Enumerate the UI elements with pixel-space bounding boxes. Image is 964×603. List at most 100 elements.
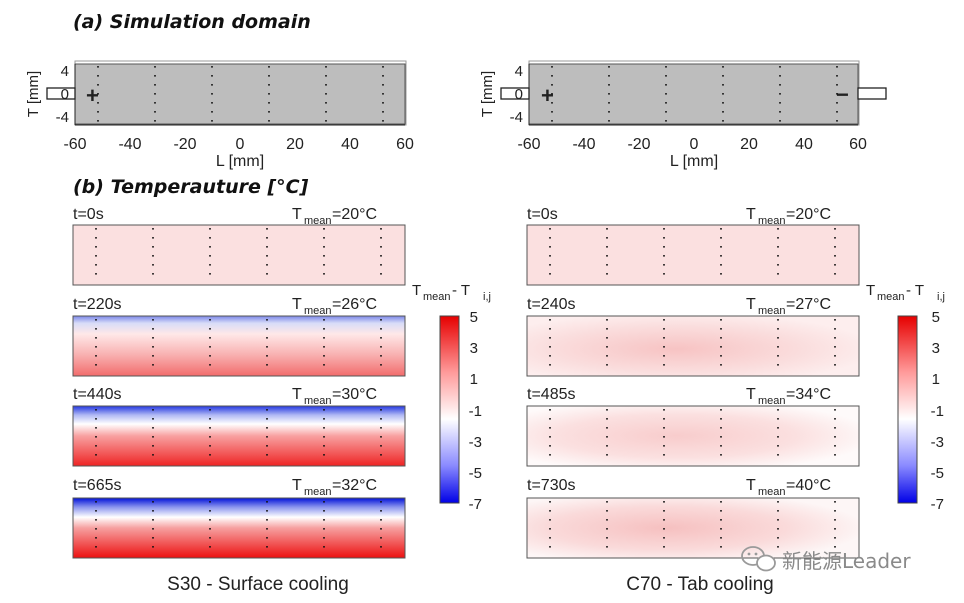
panel-time-label: t=0s xyxy=(73,206,104,223)
svg-text:-60: -60 xyxy=(63,136,86,153)
colorbar-ticks: 5 3 1 -1 -3 -5 -7 xyxy=(469,309,482,513)
left-panel-3: t=665s T mean =32°C xyxy=(72,477,406,559)
tmean-sub: mean xyxy=(304,486,332,498)
colorbar-title-T: T xyxy=(866,282,875,299)
svg-text:-7: -7 xyxy=(931,496,944,513)
left-panel-0: t=0s T mean =20°C xyxy=(72,206,406,286)
left-x-ticks: -60 -40 -20 0 20 40 60 xyxy=(63,136,414,153)
panel-tmean-value: =30°C xyxy=(332,386,377,403)
panel-time-label: t=730s xyxy=(527,477,575,494)
colorbar-title-T: T xyxy=(412,282,421,299)
dotted-grid xyxy=(549,501,836,555)
svg-text:4: 4 xyxy=(515,63,523,80)
right-y-ticks: 4 0 -4 xyxy=(510,63,523,126)
wechat-icon xyxy=(741,546,776,572)
svg-text:0: 0 xyxy=(515,86,523,103)
panel-time-label: t=0s xyxy=(527,206,558,223)
colorbar-title-sub2: i,j xyxy=(483,291,491,303)
panel-time-label: t=220s xyxy=(73,296,121,313)
panel-tmean-value: =34°C xyxy=(786,386,831,403)
panel-time-label: t=665s xyxy=(73,477,121,494)
tmean-sub: mean xyxy=(304,215,332,227)
dotted-grid xyxy=(97,66,384,122)
right-panel-2: t=485s T mean =34°C xyxy=(526,386,860,467)
colorbar-title-sub: mean xyxy=(423,291,451,303)
tmean-T: T xyxy=(746,206,756,223)
right-y-label: T [mm] xyxy=(479,71,496,117)
dotted-grid xyxy=(549,228,836,282)
colorbar-ticks: 5 3 1 -1 -3 -5 -7 xyxy=(931,309,944,513)
svg-text:-4: -4 xyxy=(56,109,69,126)
svg-text:0: 0 xyxy=(61,86,69,103)
dotted-grid xyxy=(551,66,838,122)
panel-tmean-value: =20°C xyxy=(786,206,831,223)
left-y-ticks: 4 0 -4 xyxy=(56,63,69,126)
tmean-T: T xyxy=(292,386,302,403)
panel-tmean-value: =20°C xyxy=(332,206,377,223)
svg-text:-40: -40 xyxy=(118,136,141,153)
svg-text:20: 20 xyxy=(286,136,304,153)
dotted-grid xyxy=(95,319,382,373)
svg-text:3: 3 xyxy=(470,340,478,357)
tmean-sub: mean xyxy=(758,215,786,227)
left-x-label: L [mm] xyxy=(216,153,264,170)
left-panel-1: t=220s T mean =26°C xyxy=(72,296,406,377)
svg-text:-4: -4 xyxy=(510,109,523,126)
svg-text:-20: -20 xyxy=(627,136,650,153)
left-panel-2: t=440s T mean =30°C xyxy=(72,386,406,467)
right-minus-sign: − xyxy=(836,82,849,107)
svg-text:-1: -1 xyxy=(469,403,482,420)
dotted-grid xyxy=(549,409,836,463)
svg-text:60: 60 xyxy=(396,136,414,153)
svg-text:1: 1 xyxy=(470,371,478,388)
colorbar-title-minus: - T xyxy=(452,282,470,299)
dotted-grid xyxy=(95,228,382,282)
tmean-sub: mean xyxy=(758,305,786,317)
left-domain: + -60 -40 -20 0 20 40 60 4 0 -4 L [mm] T… xyxy=(25,60,414,170)
tmean-T: T xyxy=(746,386,756,403)
section-a-title: (a) Simulation domain xyxy=(73,11,311,33)
svg-text:-3: -3 xyxy=(931,434,944,451)
right-domain: + − -60 -40 -20 0 20 40 60 4 0 -4 L [mm]… xyxy=(479,60,887,170)
svg-text:20: 20 xyxy=(740,136,758,153)
right-caption: C70 - Tab cooling xyxy=(626,574,774,595)
right-panel-1: t=240s T mean =27°C xyxy=(526,296,860,377)
right-panel-0: t=0s T mean =20°C xyxy=(526,206,860,286)
svg-text:40: 40 xyxy=(795,136,813,153)
tmean-T: T xyxy=(746,296,756,313)
dotted-grid xyxy=(95,409,382,463)
right-x-label: L [mm] xyxy=(670,153,718,170)
svg-text:-40: -40 xyxy=(572,136,595,153)
left-caption: S30 - Surface cooling xyxy=(167,574,349,595)
svg-text:0: 0 xyxy=(236,136,245,153)
svg-text:-20: -20 xyxy=(173,136,196,153)
panel-time-label: t=440s xyxy=(73,386,121,403)
panel-tmean-value: =26°C xyxy=(332,296,377,313)
svg-text:60: 60 xyxy=(849,136,867,153)
svg-text:1: 1 xyxy=(932,371,940,388)
svg-text:0: 0 xyxy=(690,136,699,153)
right-panel-3: t=730s T mean =40°C xyxy=(526,477,860,559)
svg-text:-5: -5 xyxy=(931,465,944,482)
svg-text:-60: -60 xyxy=(517,136,540,153)
section-b-title: (b) Temperauture [°C] xyxy=(73,176,309,198)
left-y-label: T [mm] xyxy=(25,71,42,117)
left-colorbar: T mean - T i,j 5 3 1 -1 -3 -5 -7 xyxy=(412,282,491,513)
svg-text:-5: -5 xyxy=(469,465,482,482)
svg-text:-1: -1 xyxy=(931,403,944,420)
right-colorbar: T mean - T i,j 5 3 1 -1 -3 -5 -7 xyxy=(866,282,945,513)
right-tab-minus xyxy=(857,87,887,100)
panel-tmean-value: =32°C xyxy=(332,477,377,494)
tmean-T: T xyxy=(292,296,302,313)
tmean-sub: mean xyxy=(304,305,332,317)
watermark-text: 新能源Leader xyxy=(782,549,911,573)
svg-text:-3: -3 xyxy=(469,434,482,451)
svg-text:40: 40 xyxy=(341,136,359,153)
dotted-grid xyxy=(549,319,836,373)
panel-time-label: t=485s xyxy=(527,386,575,403)
colorbar-title-sub2: i,j xyxy=(937,291,945,303)
tmean-sub: mean xyxy=(758,395,786,407)
tmean-T: T xyxy=(292,206,302,223)
panel-tmean-value: =40°C xyxy=(786,477,831,494)
